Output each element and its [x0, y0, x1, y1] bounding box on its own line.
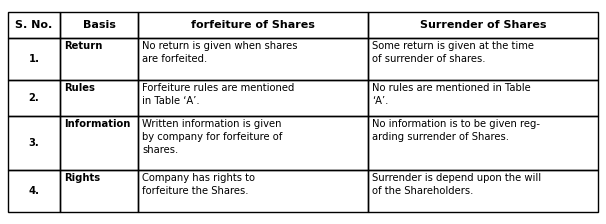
- Text: Information: Information: [64, 119, 130, 129]
- Bar: [368, 116, 598, 170]
- Bar: [138, 116, 368, 170]
- Bar: [138, 12, 368, 38]
- Text: S. No.: S. No.: [15, 20, 53, 30]
- Text: Surrender is depend upon the will
of the Shareholders.: Surrender is depend upon the will of the…: [372, 173, 541, 196]
- Text: Rules: Rules: [64, 83, 95, 93]
- Bar: [60, 170, 138, 212]
- Bar: [8, 38, 60, 80]
- Bar: [60, 12, 138, 38]
- Bar: [60, 80, 138, 116]
- Text: Company has rights to
forfeiture the Shares.: Company has rights to forfeiture the Sha…: [142, 173, 255, 196]
- Bar: [60, 38, 138, 80]
- Bar: [368, 80, 598, 116]
- Text: Written information is given
by company for forfeiture of
shares.: Written information is given by company …: [142, 119, 282, 155]
- Bar: [138, 80, 368, 116]
- Text: Basis: Basis: [82, 20, 115, 30]
- Bar: [368, 12, 598, 38]
- Text: 2.: 2.: [28, 93, 39, 103]
- Text: No information is to be given reg-
arding surrender of Shares.: No information is to be given reg- ardin…: [372, 119, 540, 142]
- Text: Some return is given at the time
of surrender of shares.: Some return is given at the time of surr…: [372, 41, 534, 64]
- Text: Return: Return: [64, 41, 102, 51]
- Text: Surrender of Shares: Surrender of Shares: [420, 20, 546, 30]
- Text: 1.: 1.: [28, 54, 39, 64]
- Bar: [8, 116, 60, 170]
- Text: forfeiture of Shares: forfeiture of Shares: [191, 20, 315, 30]
- Bar: [138, 170, 368, 212]
- Text: 3.: 3.: [28, 138, 39, 148]
- Text: No return is given when shares
are forfeited.: No return is given when shares are forfe…: [142, 41, 298, 64]
- Bar: [368, 38, 598, 80]
- Text: No rules are mentioned in Table
‘A’.: No rules are mentioned in Table ‘A’.: [372, 83, 531, 106]
- Bar: [8, 80, 60, 116]
- Bar: [8, 170, 60, 212]
- Bar: [138, 38, 368, 80]
- Text: Rights: Rights: [64, 173, 100, 183]
- Bar: [8, 12, 60, 38]
- Text: 4.: 4.: [28, 186, 39, 196]
- Text: Forfeiture rules are mentioned
in Table ‘A’.: Forfeiture rules are mentioned in Table …: [142, 83, 295, 106]
- Bar: [368, 170, 598, 212]
- Bar: [60, 116, 138, 170]
